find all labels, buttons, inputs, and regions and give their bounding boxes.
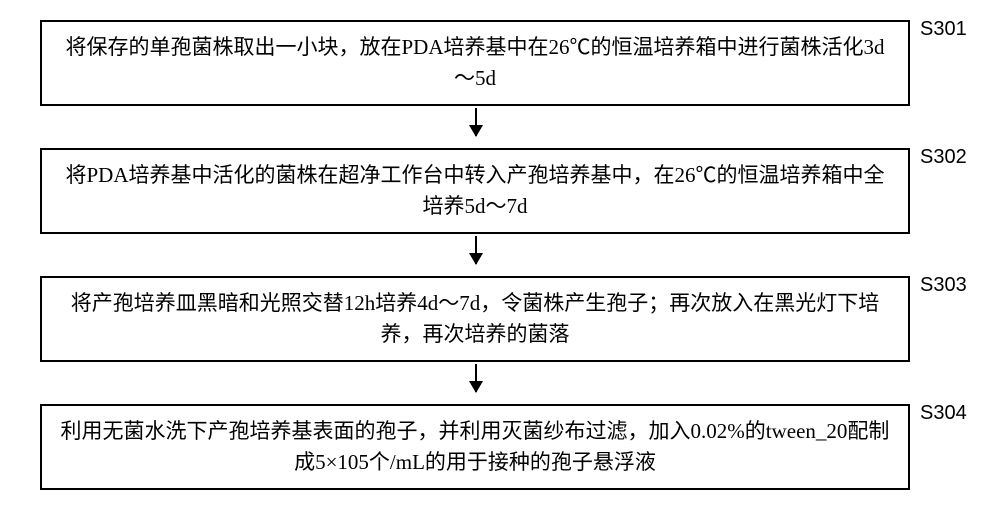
step-id-4: S304 <box>920 402 967 424</box>
arrow-3 <box>475 364 477 392</box>
step-text-3: 将产孢培养皿黑暗和光照交替12h培养4d～7d，令菌株产生孢子；再次放入在黑光灯… <box>56 288 894 351</box>
step-id-2: S302 <box>920 146 967 168</box>
step-label-2: S302 <box>920 146 967 169</box>
arrow-2 <box>475 236 477 264</box>
step-text-4: 利用无菌水洗下产孢培养基表面的孢子，并利用灭菌纱布过滤，加入0.02%的twee… <box>56 416 894 479</box>
step-box-1: 将保存的单孢菌株取出一小块，放在PDA培养基中在26℃的恒温培养箱中进行菌株活化… <box>40 20 910 106</box>
step-box-4: 利用无菌水洗下产孢培养基表面的孢子，并利用灭菌纱布过滤，加入0.02%的twee… <box>40 404 910 490</box>
step-id-1: S301 <box>920 18 967 40</box>
step-box-3: 将产孢培养皿黑暗和光照交替12h培养4d～7d，令菌株产生孢子；再次放入在黑光灯… <box>40 276 910 362</box>
step-label-3: S303 <box>920 274 967 297</box>
step-box-2: 将PDA培养基中活化的菌株在超净工作台中转入产孢培养基中，在26℃的恒温培养箱中… <box>40 148 910 234</box>
flowchart-canvas: 将保存的单孢菌株取出一小块，放在PDA培养基中在26℃的恒温培养箱中进行菌株活化… <box>0 0 1000 512</box>
step-label-1: S301 <box>920 18 967 41</box>
step-text-1: 将保存的单孢菌株取出一小块，放在PDA培养基中在26℃的恒温培养箱中进行菌株活化… <box>56 32 894 95</box>
step-text-2: 将PDA培养基中活化的菌株在超净工作台中转入产孢培养基中，在26℃的恒温培养箱中… <box>56 160 894 223</box>
step-id-3: S303 <box>920 274 967 296</box>
step-label-4: S304 <box>920 402 967 425</box>
arrow-1 <box>475 108 477 136</box>
